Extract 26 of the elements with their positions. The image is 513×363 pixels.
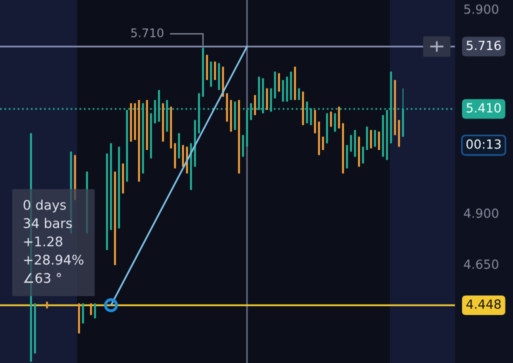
- ref-line-label: 4.448: [466, 299, 501, 309]
- candlestick: [338, 106, 340, 129]
- annotation: 0 days 34 bars +1.28 +28.94% ∠63 °: [24, 200, 84, 283]
- ref-line-label: 5.716: [466, 40, 501, 50]
- y-tick-label: 4.650: [464, 260, 498, 269]
- annotation: 5.710: [131, 28, 164, 38]
- candlestick: [214, 61, 216, 80]
- candlestick: [370, 130, 372, 149]
- candlestick: [378, 131, 380, 150]
- candlestick: [334, 112, 336, 132]
- y-tick-label: 5.900: [464, 4, 498, 14]
- y-tick-label: 4.900: [464, 208, 498, 218]
- candlestick: [266, 88, 268, 110]
- candlestick: [82, 303, 84, 324]
- candlestick: [322, 136, 324, 150]
- ref-line-label: 5.410: [466, 103, 501, 113]
- candlestick: [346, 144, 348, 169]
- candlestick: [94, 303, 96, 319]
- candlestick: [350, 134, 352, 152]
- candlestick: [362, 146, 364, 164]
- candlestick: [330, 111, 332, 128]
- text: 00:13: [466, 139, 501, 149]
- candlestick: [242, 134, 244, 158]
- candlestick: [366, 126, 368, 150]
- candlestick: [254, 94, 256, 116]
- candlestick: [182, 144, 184, 168]
